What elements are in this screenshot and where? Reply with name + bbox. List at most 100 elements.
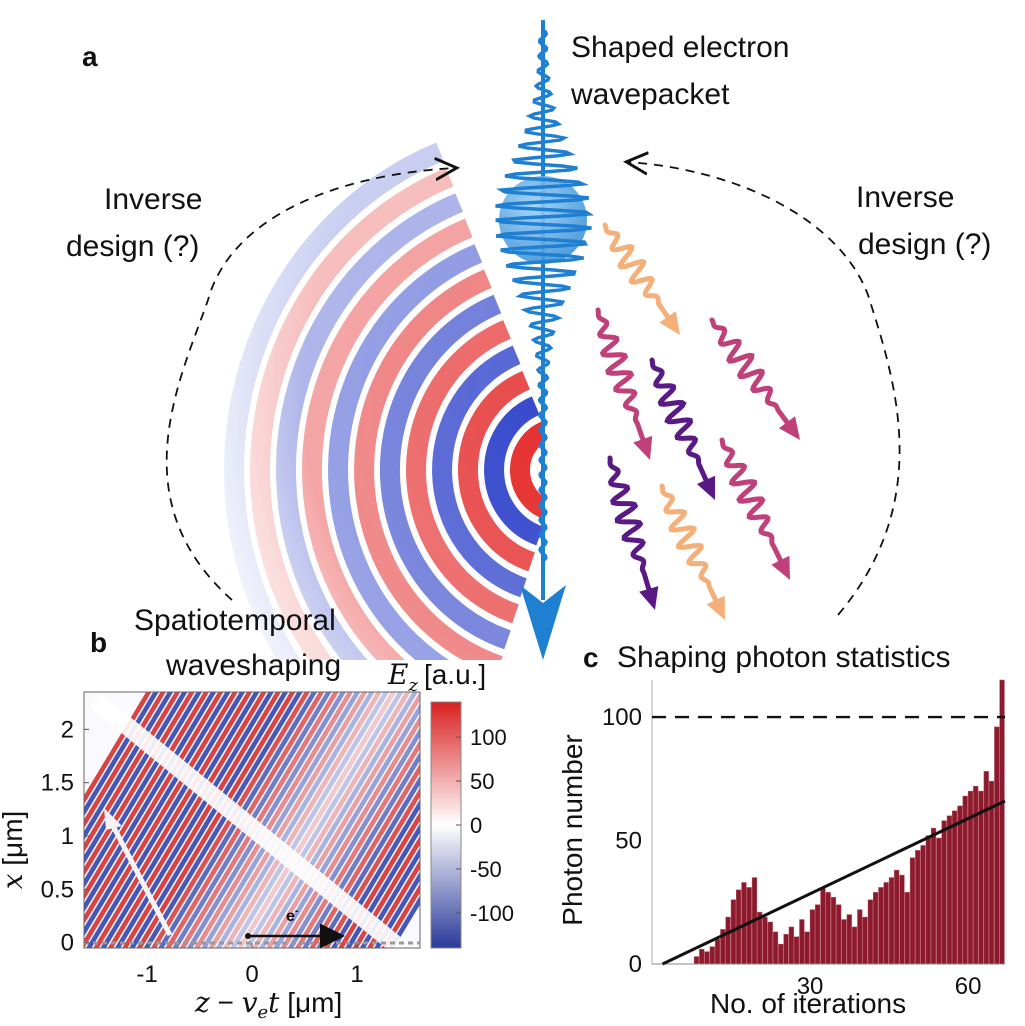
heatmap-stripe [230, 692, 390, 948]
field-arc [432, 345, 527, 598]
photon-bar [957, 805, 963, 965]
photon-arrowhead [639, 586, 659, 610]
photon-bar [915, 850, 921, 965]
heatmap-stripe [186, 692, 346, 948]
bar-chart-y-tick-label: 0 [629, 951, 642, 978]
heatmap-stripe [359, 847, 420, 948]
heatmap-x-tick-label: 0 [245, 961, 258, 988]
photon-bar [920, 845, 926, 965]
photon-bar [772, 931, 779, 965]
heatmap-stripe [273, 703, 420, 948]
photon-bar [725, 916, 731, 965]
colorbar-tick-label: 50 [470, 769, 494, 794]
photon-arrowhead [778, 416, 800, 440]
photon-arrowhead [659, 311, 680, 335]
electron-label: e- [286, 905, 299, 925]
heatmap-stripe [208, 692, 368, 948]
photon-bar [999, 679, 1005, 965]
heatmap-stripe [107, 692, 267, 948]
photon-arrowhead [771, 555, 790, 580]
photon-number-chart: 30 60 0 50 100 [602, 679, 1006, 1000]
heatmap-axes-ticks: -1 0 1 0 0.5 1 1.5 2 [41, 716, 364, 988]
waveshaping-line2: waveshaping [165, 649, 341, 682]
photon-bar [936, 837, 942, 965]
heatmap-stripe [84, 692, 166, 829]
photon-bar [799, 919, 805, 965]
heatmap-y-tick-label: 0.5 [41, 876, 74, 903]
right-inverse-design-arrow [628, 162, 901, 616]
field-arc [379, 294, 511, 650]
photon-arrowhead [706, 595, 725, 620]
heatmap-stripe [165, 692, 325, 948]
waveshaping-line1: Spatiotemporal [134, 604, 336, 637]
heatmap-stripe [316, 775, 420, 948]
photon-bar [809, 909, 815, 965]
heatmap-y-tick-label: 1 [61, 823, 74, 850]
photon-bar [704, 951, 710, 965]
heatmap-stripe [172, 692, 332, 948]
heatmap-stripe [352, 835, 420, 948]
colorbar-tick-label: 0 [470, 813, 482, 838]
colorbar-tick-label: 100 [470, 725, 507, 750]
panel-a: a Inverse design (?) Inverse design (?) … [66, 20, 991, 805]
heatmap-stripe [194, 692, 354, 948]
heatmap-stripe [158, 692, 318, 948]
photon-bar [714, 939, 721, 965]
heatmap-stripe [237, 692, 397, 948]
field-arc [328, 244, 495, 702]
colorbar-tick-label: -100 [470, 901, 514, 926]
photon-bar [904, 892, 910, 965]
panel-b: b e- -1 0 1 0 0.5 1 1.5 2 z − vet [μm] x [μm] 1… [0, 627, 514, 1023]
photon-wave [607, 455, 653, 596]
electron-wavepacket-oscillation [495, 28, 595, 562]
heatmap-stripe [345, 823, 420, 948]
heatmap-x-tick-label: -1 [136, 961, 157, 988]
panel-c: c Shaping photon statistics 30 60 0 50 100 N… [557, 641, 1006, 1019]
bar-chart-x-axis-label: No. of iterations [710, 988, 906, 1019]
photon-bar [820, 887, 826, 965]
bar-chart-x-tick-label: 60 [955, 973, 982, 1000]
heatmap-stripe [84, 692, 238, 948]
bar-chart-y-axis-label: Photon number [557, 734, 588, 925]
photon-bar [709, 946, 715, 965]
photon-bar [925, 835, 931, 965]
left-inverse-line2: design (?) [66, 230, 199, 263]
heatmap-x-axis-label: z − vet [μm] [194, 986, 342, 1023]
heatmap-stripe [330, 799, 420, 948]
photon-bar [888, 877, 895, 965]
photon-bar [825, 892, 831, 965]
photon-arrowhead [696, 475, 716, 500]
photon-bar [836, 904, 842, 965]
panel-a-label: a [82, 41, 98, 72]
heatmap-stripe [150, 692, 310, 948]
heatmap-stripe [215, 692, 375, 948]
heatmap-stripe [84, 692, 195, 877]
right-inverse-line2: design (?) [858, 228, 991, 261]
photon-bar [867, 899, 873, 965]
photon-bar [883, 882, 889, 965]
photon-bar [778, 943, 784, 965]
photon-bar [873, 892, 879, 965]
heatmap-y-tick-label: 2 [61, 716, 74, 743]
photon-bar [794, 936, 800, 965]
photon-bar [846, 914, 852, 965]
photon-bar [851, 926, 858, 965]
field-arc [302, 218, 487, 728]
colorbar-ticks: 100 50 0 -50 -100 [456, 725, 514, 926]
heatmap-stripe [280, 715, 420, 948]
photon-bar [899, 874, 905, 965]
trend-line [661, 799, 1006, 966]
heatmap-y-axis-label: x [μm] [0, 811, 29, 890]
bar-chart-x-tick-label: 30 [797, 973, 824, 1000]
heatmap-stripe [258, 692, 418, 948]
field-arc [354, 269, 503, 676]
bar-chart-y-tick-label: 100 [602, 704, 642, 731]
heatmap-stripe [323, 787, 420, 948]
wavepacket-label-line1: Shaped electron [571, 31, 790, 64]
heatmap-stripe [143, 692, 303, 948]
heatmap-node-line [89, 693, 406, 948]
right-inverse-line1: Inverse [856, 181, 954, 214]
electron-position-dot [245, 933, 251, 939]
heatmap-stripe [129, 692, 289, 948]
